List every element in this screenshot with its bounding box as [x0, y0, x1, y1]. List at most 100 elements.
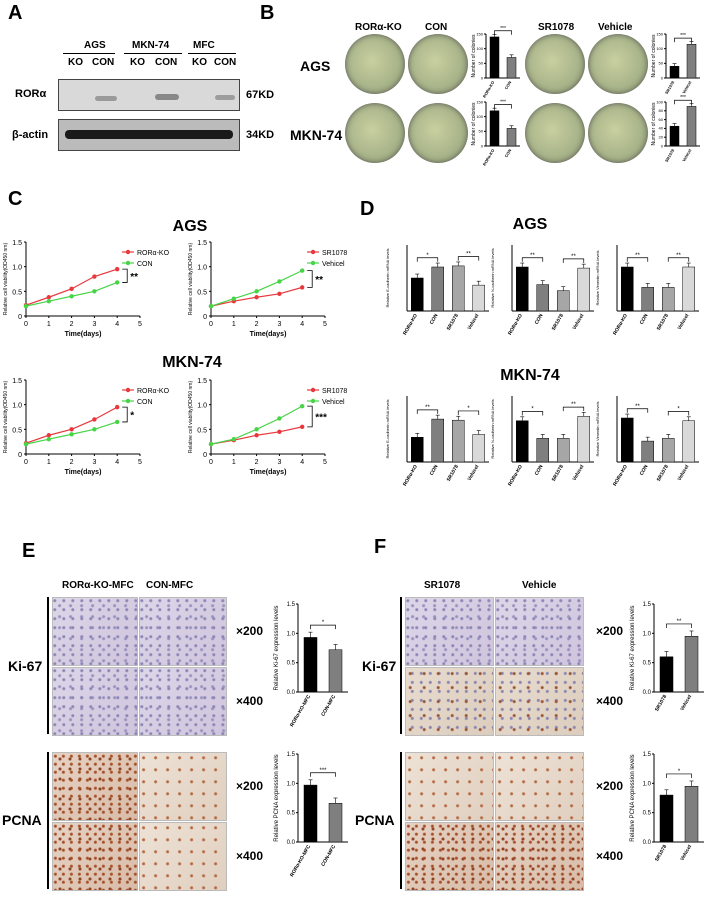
bar: [684, 636, 699, 693]
data-point: [277, 429, 282, 434]
y-axis-label: Relative Vimentin mRNA levels: [595, 250, 600, 305]
significance-bracket: [562, 258, 585, 263]
y-tick-label: 100: [656, 46, 663, 51]
bar: [411, 437, 424, 463]
y-axis-label: Relative cell viability(OD450 nm): [188, 243, 194, 316]
c-title-mkn: MKN-74: [162, 354, 222, 371]
e-row-ki67: Ki-67: [8, 658, 43, 674]
ihc-image: [139, 752, 227, 821]
significance-label: ***: [319, 768, 327, 774]
category-label: RORα-KO: [507, 464, 524, 487]
significance-bracket: [674, 37, 692, 43]
significance-label: *: [467, 406, 470, 412]
y-tick-label: 0: [18, 452, 22, 459]
bar: [557, 290, 570, 312]
data-point: [92, 427, 97, 432]
significance-label: ***: [500, 26, 506, 32]
mag-label: ×400: [596, 849, 624, 863]
y-tick-label: 0.5: [287, 661, 296, 667]
x-tick-label: 0: [24, 459, 28, 466]
data-point: [46, 437, 51, 442]
group-label-mkn74: MKN-74: [132, 40, 170, 51]
legend-label: RORα-KO: [137, 250, 170, 257]
data-point: [92, 289, 97, 294]
category-label: RORα-KO: [612, 464, 629, 487]
mag-label: ×200: [236, 624, 264, 638]
x-axis-label: Time(days): [65, 469, 102, 476]
legend-label: RORα-KO: [137, 388, 170, 395]
mag-label: ×400: [236, 694, 264, 708]
x-tick-label: 4: [300, 459, 304, 466]
bar: [686, 106, 697, 147]
bar: [303, 637, 318, 693]
y-axis-label: Relative Vimentin mRNA levels: [595, 401, 600, 456]
bar: [577, 416, 590, 463]
data-point: [92, 274, 97, 279]
y-tick-label: 0.0: [643, 690, 652, 696]
y-tick-label: 50: [479, 129, 484, 134]
x-tick-label: 3: [277, 321, 281, 328]
ihc-image: [405, 597, 494, 666]
y-tick-label: 0: [661, 143, 664, 148]
y-tick-label: 150: [656, 31, 663, 36]
significance-bracket: [494, 104, 512, 109]
f-row-ki67: Ki-67: [362, 658, 397, 674]
mag-label: ×400: [596, 694, 624, 708]
colony-plate: [588, 34, 648, 94]
category-label: CON: [429, 313, 440, 326]
bar: [621, 417, 634, 463]
x-tick-label: 1: [232, 459, 236, 466]
category-label: SR1078: [654, 844, 668, 863]
significance-label: *: [322, 620, 325, 626]
panel-letter-f: F: [374, 536, 387, 558]
y-axis-label: Relative cell viability(OD450 nm): [188, 381, 194, 454]
colony-plate: [345, 103, 405, 163]
data-point: [46, 295, 51, 300]
category-label: Vehicel: [681, 80, 692, 94]
significance-bracket: [521, 257, 544, 262]
ihc-image: [495, 597, 584, 666]
bar: [489, 36, 500, 79]
x-tick-label: 0: [209, 321, 213, 328]
y-axis-label: Relative E-cadherin mRNA levels: [385, 249, 390, 308]
bar: [411, 277, 424, 312]
category-label: SR1078: [446, 464, 460, 483]
legend-marker: [310, 260, 316, 266]
data-point: [115, 404, 120, 410]
row-divider: [47, 752, 49, 889]
bar: [328, 803, 343, 843]
significance-label: **: [635, 253, 640, 259]
legend-marker: [310, 249, 316, 255]
x-tick-label: 4: [115, 321, 119, 328]
category-label: Vehicel: [677, 463, 691, 481]
category-label: RORα-KO-MFC: [289, 694, 312, 728]
significance-label: **: [635, 404, 640, 410]
category-label: CON: [639, 464, 650, 477]
bar: [516, 266, 529, 312]
significance-bracket: [457, 256, 480, 261]
category-label: SR1078: [664, 147, 676, 163]
y-tick-label: 0.0: [287, 840, 296, 846]
category-label: SR1078: [664, 79, 676, 95]
y-axis-label: Relative E-cadherin mRNA levels: [385, 400, 390, 459]
significance-bracket: [667, 257, 690, 262]
panel-letter-d: D: [360, 198, 375, 220]
significance-label: *: [678, 769, 681, 775]
y-tick-label: 50: [659, 61, 664, 66]
bar: [641, 440, 654, 463]
row-label-mkn74: MKN-74: [290, 127, 343, 143]
data-point: [231, 437, 236, 442]
significance-label: **: [425, 405, 430, 411]
ihc-image: [405, 667, 494, 736]
significance-bracket: [494, 30, 512, 35]
category-label: RORα-KO: [402, 464, 419, 487]
category-label: CON-MFC: [320, 694, 337, 718]
f-col-label: Vehicle: [522, 580, 557, 591]
series-line: [210, 405, 303, 445]
bar: [682, 420, 695, 463]
category-label: RORα-KO-MFC: [289, 844, 312, 878]
colony-plate: [345, 34, 405, 94]
category-label: SR1078: [656, 313, 670, 332]
x-tick-label: 2: [70, 321, 74, 328]
y-tick-label: 100: [476, 114, 483, 119]
